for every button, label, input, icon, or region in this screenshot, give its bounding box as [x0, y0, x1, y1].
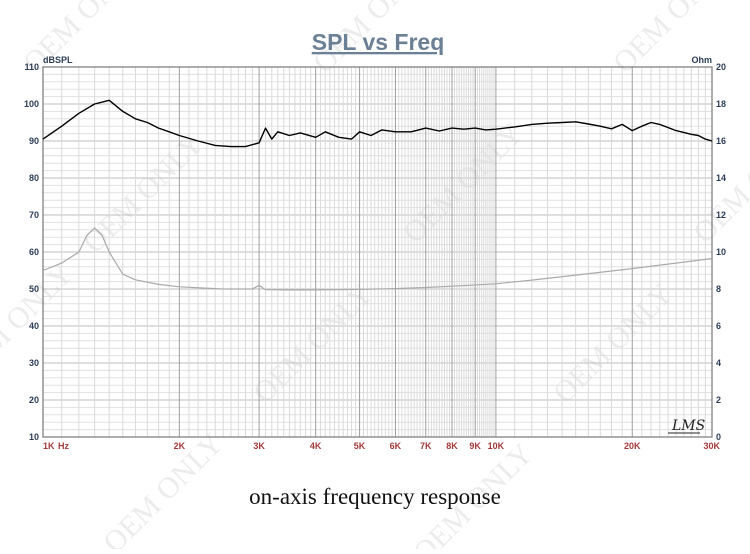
- impedance-curve: [42, 227, 713, 291]
- lms-logo: LMS: [671, 418, 705, 434]
- x-tick-label: 30K: [703, 441, 720, 451]
- y-tick-left: 20: [29, 395, 39, 405]
- x-tick-label: 20K: [624, 441, 641, 451]
- y-tick-right: 12: [716, 210, 726, 220]
- y-tick-right: 20: [716, 62, 726, 72]
- spl-curve: [42, 99, 713, 148]
- y-tick-left: 80: [29, 173, 39, 183]
- watermark-text: OEM ONLY: [0, 257, 80, 390]
- x-tick-label: 8K: [446, 441, 458, 451]
- x-tick-label: 5K: [354, 441, 366, 451]
- y-axis-left-label: dBSPL: [43, 55, 73, 65]
- y-tick-left: 100: [24, 99, 39, 109]
- y-tick-left: 50: [29, 284, 39, 294]
- y-tick-right: 14: [716, 173, 726, 183]
- x-tick-label: 7K: [420, 441, 432, 451]
- y-tick-right: 2: [716, 395, 721, 405]
- y-tick-left: 110: [24, 62, 39, 72]
- y-tick-left: 60: [29, 247, 39, 257]
- x-unit-label: Hz: [58, 441, 69, 451]
- y-tick-left: 40: [29, 321, 39, 331]
- plot-frame: [42, 66, 713, 438]
- y-tick-right: 10: [716, 247, 726, 257]
- y-tick-left: 30: [29, 358, 39, 368]
- x-tick-label: 2K: [174, 441, 186, 451]
- y-tick-right: 4: [716, 358, 721, 368]
- x-tick-label: 4K: [310, 441, 322, 451]
- x-tick-label: 3K: [253, 441, 265, 451]
- y-tick-right: 6: [716, 321, 721, 331]
- chart-caption: on-axis frequency response: [249, 484, 501, 509]
- y-tick-right: 8: [716, 284, 721, 294]
- y-tick-left: 70: [29, 210, 39, 220]
- y-tick-right: 18: [716, 99, 726, 109]
- chart-title: SPL vs Freq: [312, 29, 445, 55]
- y-tick-right: 16: [716, 136, 726, 146]
- x-tick-label: 10K: [488, 441, 505, 451]
- y-axis-right-label: Ohm: [691, 55, 712, 65]
- y-tick-left: 90: [29, 136, 39, 146]
- y-tick-left: 10: [29, 432, 39, 442]
- x-tick-label: 6K: [390, 441, 402, 451]
- y-tick-right: 0: [716, 432, 721, 442]
- x-tick-label: 1K: [43, 441, 55, 451]
- x-tick-label: 9K: [469, 441, 481, 451]
